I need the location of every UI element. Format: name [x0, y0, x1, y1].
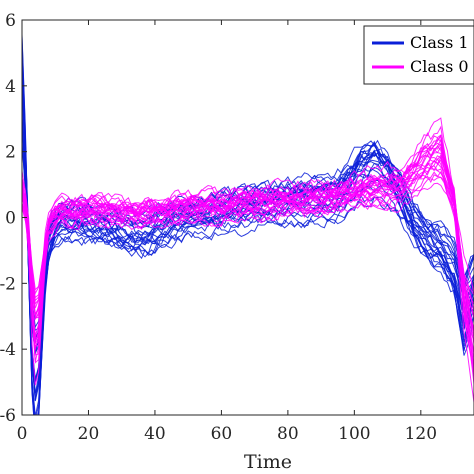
- x-tick-label: 80: [277, 424, 299, 444]
- trace-group: [22, 34, 474, 415]
- x-tick-label: 0: [17, 424, 28, 444]
- y-tick-label: -4: [0, 340, 16, 360]
- y-tick-label: 2: [5, 143, 16, 163]
- series-trace: [22, 158, 474, 360]
- series-trace: [22, 141, 474, 332]
- legend-label: Class 0: [410, 57, 469, 76]
- y-tick-label: 6: [5, 11, 16, 31]
- y-tick-label: 4: [5, 77, 16, 97]
- x-tick-label: 120: [405, 424, 437, 444]
- axes: 0 20 40 60 80 100 120 -6 -4 -2 0 2 4 6 Time: [0, 11, 474, 473]
- y-tick-label: -2: [0, 274, 16, 294]
- series-trace: [22, 148, 474, 334]
- series-trace: [22, 166, 474, 294]
- x-tick-label: 40: [144, 424, 166, 444]
- y-tick-label: 0: [5, 209, 16, 229]
- x-axis-title: Time: [244, 451, 292, 473]
- legend-box: [363, 25, 474, 85]
- y-tick-label: -6: [0, 406, 16, 426]
- series-trace: [22, 142, 474, 367]
- series-trace: [22, 182, 474, 317]
- series-class-0: [22, 117, 474, 403]
- legend-label: Class 1: [410, 33, 469, 52]
- series-trace: [22, 171, 474, 304]
- legend: Class 1 Class 0: [363, 25, 474, 85]
- series-trace: [22, 170, 474, 319]
- x-tick-label: 20: [78, 424, 100, 444]
- x-tick-label: 60: [211, 424, 233, 444]
- x-tick-label: 100: [338, 424, 370, 444]
